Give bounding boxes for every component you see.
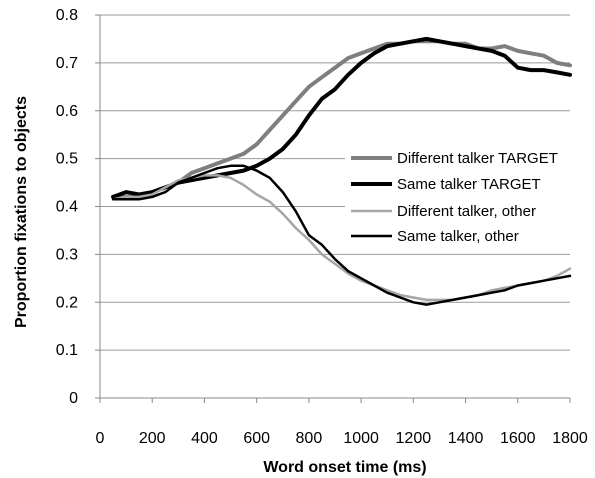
x-tick-label: 600 [243,430,270,447]
y-tick-label: 0.5 [56,151,78,168]
x-tick-label: 800 [296,430,323,447]
y-axis-title: Proportion fixations to objects [13,96,30,328]
x-tick-label: 400 [191,430,218,447]
x-tick-label: 0 [96,430,105,447]
y-tick-label: 0.8 [56,7,78,24]
x-tick-label: 1800 [552,430,588,447]
series-lines [111,36,572,306]
x-tick-label: 1200 [396,430,432,447]
y-tick-labels: 0 0.1 0.2 0.3 0.4 0.5 0.6 0.7 0.8 [56,7,100,407]
x-tick-label: 1600 [500,430,536,447]
y-tick-label: 0.4 [56,199,78,216]
series-line-2 [111,36,572,199]
series-line-1 [111,39,572,199]
gridlines [100,14,570,351]
legend-label-1: Different talker TARGET [397,150,558,167]
y-tick-label: 0.1 [56,342,78,359]
legend-label-2: Same talker TARGET [397,176,541,193]
series-line-4 [111,164,572,306]
legend: Different talker TARGET Same talker TARGE… [345,143,570,250]
y-tick-label: 0.7 [56,55,78,72]
x-tick-label: 1000 [343,430,379,447]
x-tick-label: 200 [139,430,166,447]
y-tick-label: 0.2 [56,294,78,311]
y-tick-label: 0.3 [56,246,78,263]
x-axis-title: Word onset time (ms) [263,459,426,476]
x-tick-label: 1400 [448,430,484,447]
legend-label-3: Different talker, other [397,203,536,220]
legend-label-4: Same talker, other [397,228,519,245]
y-tick-label: 0.6 [56,103,78,120]
x-tick-labels: 0 200 400 600 800 1000 1200 1400 1600 1800 [96,398,588,447]
y-tick-label: 0 [69,390,78,407]
legend-background [345,143,570,250]
